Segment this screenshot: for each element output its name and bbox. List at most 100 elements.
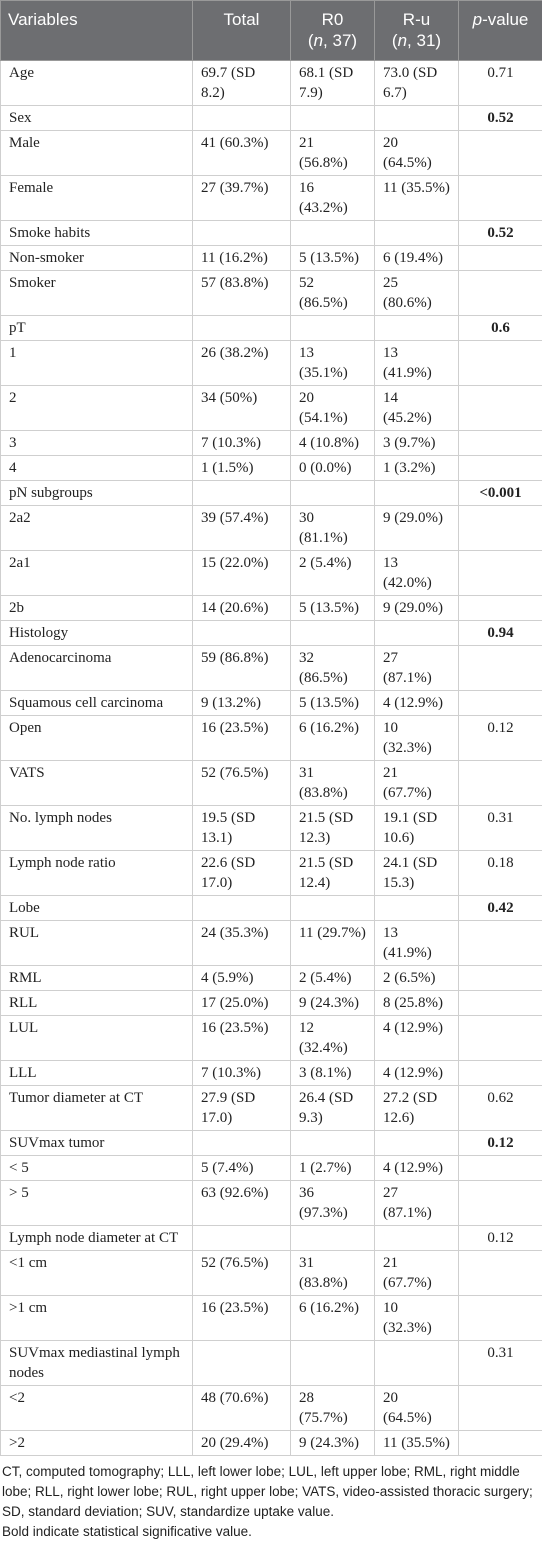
p-value-cell (459, 991, 542, 1016)
value-cell (375, 481, 459, 506)
p-value-cell (459, 921, 542, 966)
header-p: -value (482, 10, 528, 29)
p-value-cell (459, 966, 542, 991)
p-value-cell: 0.18 (459, 851, 542, 896)
value-cell (291, 221, 375, 246)
value-cell: 11 (16.2%) (193, 246, 291, 271)
value-cell: 16 (23.5%) (193, 716, 291, 761)
variable-cell: Sex (1, 106, 193, 131)
variable-cell: < 5 (1, 1156, 193, 1181)
value-cell: 36 (97.3%) (291, 1181, 375, 1226)
value-cell: 3 (9.7%) (375, 431, 459, 456)
value-cell: 1 (3.2%) (375, 456, 459, 481)
value-cell: 13 (41.9%) (375, 341, 459, 386)
value-cell: 10 (32.3%) (375, 716, 459, 761)
p-value-cell (459, 596, 542, 621)
p-value-cell: 0.6 (459, 316, 542, 341)
value-cell (375, 621, 459, 646)
value-cell: 4 (12.9%) (375, 1156, 459, 1181)
variable-cell: Non-smoker (1, 246, 193, 271)
value-cell: 21.5 (SD 12.3) (291, 806, 375, 851)
variable-cell: Lobe (1, 896, 193, 921)
value-cell (375, 896, 459, 921)
p-value-cell (459, 1156, 542, 1181)
data-table: Variables Total R0(n, 37) R-u(n, 31) p-v… (0, 0, 542, 1456)
header-row: Variables Total R0(n, 37) R-u(n, 31) p-v… (1, 1, 542, 61)
value-cell (375, 221, 459, 246)
variable-cell: > 5 (1, 1181, 193, 1226)
value-cell (291, 481, 375, 506)
header-cell: Total (193, 1, 291, 61)
value-cell: 6 (16.2%) (291, 1296, 375, 1341)
header-n: , 31) (407, 31, 441, 50)
variable-cell: Open (1, 716, 193, 761)
value-cell (193, 106, 291, 131)
value-cell (193, 621, 291, 646)
value-cell: 0 (0.0%) (291, 456, 375, 481)
footnote: CT, computed tomography; LLL, left lower… (2, 1462, 540, 1522)
value-cell: 11 (29.7%) (291, 921, 375, 966)
variable-cell: <2 (1, 1386, 193, 1431)
value-cell: 21.5 (SD 12.4) (291, 851, 375, 896)
p-value-cell: 0.62 (459, 1086, 542, 1131)
variable-cell: No. lymph nodes (1, 806, 193, 851)
value-cell: 20 (29.4%) (193, 1431, 291, 1456)
value-cell: 4 (10.8%) (291, 431, 375, 456)
header-n: n (314, 31, 323, 50)
variable-cell: >2 (1, 1431, 193, 1456)
header-cell: R0(n, 37) (291, 1, 375, 61)
value-cell: 15 (22.0%) (193, 551, 291, 596)
header-cell: p-value (459, 1, 542, 61)
value-cell: 5 (7.4%) (193, 1156, 291, 1181)
value-cell: 30 (81.1%) (291, 506, 375, 551)
value-cell (375, 1341, 459, 1386)
variable-cell: VATS (1, 761, 193, 806)
p-value-cell (459, 271, 542, 316)
value-cell: 41 (60.3%) (193, 131, 291, 176)
value-cell (375, 1131, 459, 1156)
value-cell: 19.1 (SD 10.6) (375, 806, 459, 851)
value-cell: 16 (23.5%) (193, 1296, 291, 1341)
value-cell: 27 (87.1%) (375, 646, 459, 691)
value-cell (291, 106, 375, 131)
variable-cell: 4 (1, 456, 193, 481)
value-cell (193, 316, 291, 341)
value-cell: 11 (35.5%) (375, 176, 459, 221)
value-cell: 8 (25.8%) (375, 991, 459, 1016)
value-cell: 73.0 (SD 6.7) (375, 61, 459, 106)
value-cell: 17 (25.0%) (193, 991, 291, 1016)
table-row: pN subgroups<0.001 (1, 481, 542, 506)
value-cell: 3 (8.1%) (291, 1061, 375, 1086)
value-cell: 52 (76.5%) (193, 761, 291, 806)
p-value-cell: 0.12 (459, 716, 542, 761)
p-value-cell: <0.001 (459, 481, 542, 506)
variable-cell: Histology (1, 621, 193, 646)
p-value-cell (459, 456, 542, 481)
value-cell: 68.1 (SD 7.9) (291, 61, 375, 106)
value-cell: 6 (16.2%) (291, 716, 375, 761)
value-cell: 27 (87.1%) (375, 1181, 459, 1226)
value-cell: 4 (5.9%) (193, 966, 291, 991)
value-cell: 1 (1.5%) (193, 456, 291, 481)
value-cell: 2 (5.4%) (291, 966, 375, 991)
footnote: Bold indicate statistical significative … (2, 1522, 540, 1542)
table-header: Variables Total R0(n, 37) R-u(n, 31) p-v… (1, 1, 542, 61)
value-cell (291, 1131, 375, 1156)
p-value-cell (459, 551, 542, 596)
value-cell: 63 (92.6%) (193, 1181, 291, 1226)
